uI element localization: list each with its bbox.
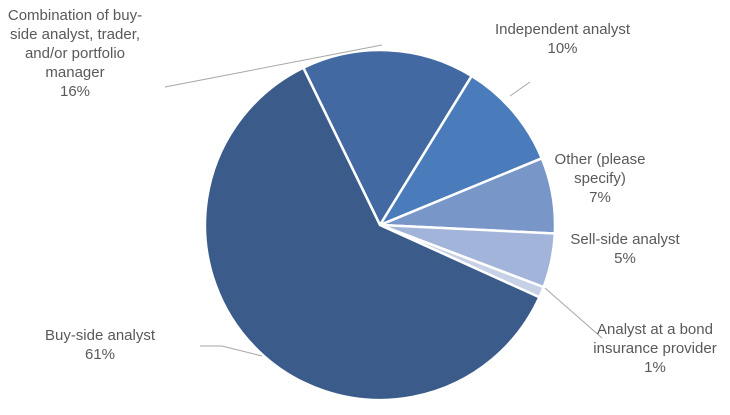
leader-lines [164,44,603,357]
value-label: 16% [59,83,91,100]
slice-label: Analyst at a bond insurance provider 1% [590,320,720,377]
value-label: 10% [547,40,578,57]
slice-label: Independent analyst 10% [490,20,635,58]
value-label: 7% [589,189,611,206]
leader-line [200,345,263,357]
leader-line [544,287,603,339]
category-label: Combination of buy-side analyst, trader,… [7,7,143,81]
category-label: Independent analyst [494,21,631,38]
category-label: Buy-side analyst [44,327,156,344]
category-label: Other (please specify) [554,151,646,187]
category-label: Sell-side analyst [570,231,680,248]
value-label: 61% [84,346,116,363]
value-label: 1% [644,359,666,376]
value-label: 5% [614,250,636,267]
pie-slice [203,66,542,402]
category-label: Analyst at a bond insurance provider [593,321,717,357]
slice-label: Other (please specify) 7% [535,150,665,207]
slice-label: Sell-side analyst 5% [550,230,700,268]
slice-label: Combination of buy-side analyst, trader,… [0,6,150,101]
leader-line [164,44,383,88]
pie-slice [301,48,474,228]
leader-line [509,81,531,97]
pie-slice [376,74,544,228]
slice-label: Buy-side analyst 61% [40,326,160,364]
